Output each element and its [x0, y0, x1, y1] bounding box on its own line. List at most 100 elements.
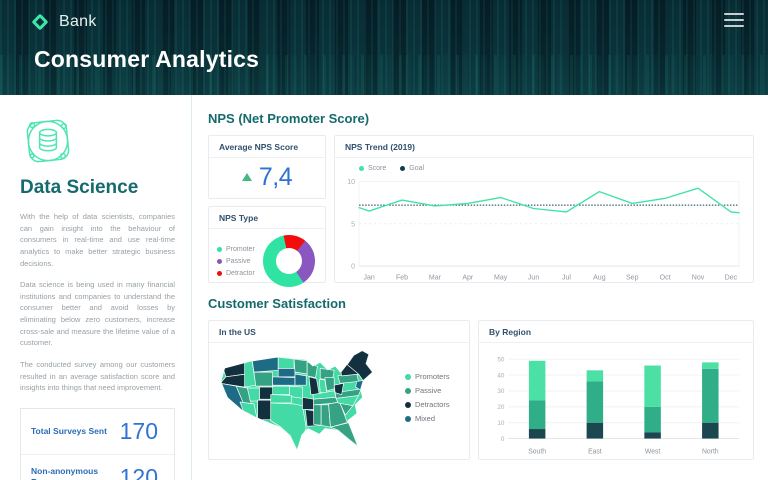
svg-text:Jun: Jun	[528, 273, 539, 282]
nps-type-card-title: NPS Type	[209, 207, 325, 229]
legend-label: Goal	[409, 165, 425, 172]
us-state-shape	[294, 373, 307, 386]
sidebar-heading: Data Science	[20, 177, 139, 198]
us-state-shape	[334, 388, 362, 399]
svg-text:0: 0	[501, 436, 505, 443]
svg-text:West: West	[645, 448, 660, 455]
legend-label: Promoter	[226, 245, 255, 253]
main-content: NPS (Net Promoter Score) Average NPS Sco…	[192, 95, 768, 480]
us-state-shape	[328, 401, 348, 428]
us-state-shape	[257, 399, 272, 421]
by-region-bar-chart: 0 10 20 30 40 50 South East West North	[497, 356, 740, 455]
svg-text:Mar: Mar	[429, 273, 442, 282]
svg-text:North: North	[702, 448, 719, 455]
us-state-shape	[330, 422, 358, 447]
us-state-shape	[270, 402, 307, 450]
trend-up-icon	[241, 173, 252, 181]
legend-label: Passive	[226, 257, 251, 265]
svg-text:Sep: Sep	[626, 273, 639, 282]
svg-text:Jul: Jul	[562, 273, 571, 282]
brand-name: Bank	[59, 12, 97, 30]
nps-trend-card: NPS Trend (2019) Score Goal 0 5 10 Jan Feb Mar…	[334, 135, 754, 283]
nps-trend-card-title: NPS Trend (2019)	[335, 136, 753, 158]
us-state-shape	[272, 385, 290, 395]
us-state-shape	[324, 377, 335, 392]
legend-dot-icon	[400, 166, 406, 171]
legend-label: Score	[368, 165, 387, 172]
us-state-shape	[251, 356, 279, 373]
legend-dot-icon	[359, 166, 364, 171]
svg-text:5: 5	[351, 219, 355, 228]
legend-dot-icon	[405, 415, 411, 422]
nps-type-legend-item: Promoter	[217, 246, 263, 253]
svg-text:Dec: Dec	[725, 273, 738, 282]
sidebar-text: With the help of data scientists, compan…	[20, 211, 175, 394]
average-nps-card: Average NPS Score 7,4	[208, 135, 326, 199]
nps-trend-line-chart: 0 5 10 Jan Feb Mar Apr May Jun Jul Aug Sep Oct Nov Dec	[347, 177, 740, 282]
us-state-shape	[272, 376, 296, 386]
nps-type-legend-item: Passive	[217, 258, 263, 265]
svg-text:Feb: Feb	[396, 273, 408, 282]
svg-text:South: South	[528, 448, 546, 455]
stats-table: Total Surveys Sent 170 Non-anonymous Respo…	[20, 407, 175, 480]
nps-type-legend: Promoter Passive Detractor	[217, 246, 263, 277]
us-state-shape	[302, 397, 314, 410]
svg-text:20: 20	[497, 404, 504, 411]
sidebar: Data Science With the help of data scien…	[0, 95, 192, 480]
legend-label: Detractor	[226, 269, 255, 277]
us-state-shape	[270, 394, 292, 404]
svg-text:Apr: Apr	[462, 273, 474, 282]
legend-label: Mixed	[415, 414, 436, 423]
us-state-shape	[333, 383, 344, 395]
legend-dot-icon	[217, 258, 222, 264]
by-region-card-title: By Region	[479, 321, 753, 343]
svg-text:40: 40	[497, 372, 504, 379]
us-state-shape	[293, 358, 308, 375]
satisfaction-section-title: Customer Satisfaction	[208, 296, 346, 311]
nps-type-card: NPS Type Promoter Passive Detractor	[208, 206, 326, 287]
header: Bank Consumer Analytics	[0, 0, 768, 95]
stat-row: Total Surveys Sent 170	[21, 409, 174, 455]
brand-logo[interactable]: Bank	[31, 12, 97, 31]
nps-trend-legend: Score Goal	[359, 165, 745, 172]
map-legend-item: Promoters	[405, 372, 450, 381]
page-title: Consumer Analytics	[34, 46, 260, 72]
us-choropleth-map	[221, 350, 373, 450]
us-map-card-title: In the US	[209, 321, 469, 343]
sidebar-paragraph: With the help of data scientists, compan…	[20, 212, 175, 268]
svg-text:Oct: Oct	[660, 273, 671, 282]
svg-text:30: 30	[497, 388, 504, 395]
trend-legend-item: Score	[359, 165, 386, 172]
us-map-legend: Promoters Passive Detractors Mixed	[405, 372, 450, 458]
us-state-shape	[277, 356, 295, 369]
trend-legend-item: Goal	[400, 165, 424, 172]
svg-text:10: 10	[497, 420, 504, 427]
stat-label: Total Surveys Sent	[31, 425, 107, 436]
stat-value: 170	[119, 417, 158, 444]
us-state-shape	[313, 404, 322, 426]
average-nps-value: 7,4	[258, 162, 293, 191]
nps-section-title: NPS (Net Promoter Score)	[208, 111, 370, 126]
map-legend-item: Detractors	[405, 400, 450, 409]
data-science-icon	[26, 119, 70, 163]
sidebar-paragraph: The conducted survey among our customers…	[20, 359, 175, 393]
nps-type-donut-chart	[263, 235, 315, 287]
legend-dot-icon	[405, 401, 411, 408]
svg-text:May: May	[494, 273, 508, 282]
menu-icon[interactable]	[724, 12, 744, 31]
legend-dot-icon	[217, 246, 222, 252]
legend-label: Promoters	[415, 372, 450, 381]
us-state-shape	[277, 368, 296, 378]
svg-text:East: East	[588, 448, 602, 455]
us-state-shape	[253, 371, 273, 387]
by-region-card: By Region 0 10 20 30 40 50 South East West North	[478, 320, 754, 460]
svg-text:10: 10	[347, 177, 355, 186]
stat-value: 120	[119, 463, 158, 480]
map-legend-item: Passive	[405, 386, 450, 395]
legend-dot-icon	[405, 387, 411, 394]
svg-text:50: 50	[497, 356, 504, 363]
legend-dot-icon	[405, 373, 411, 380]
nps-type-legend-item: Detractor	[217, 270, 263, 277]
svg-text:Nov: Nov	[692, 273, 705, 282]
